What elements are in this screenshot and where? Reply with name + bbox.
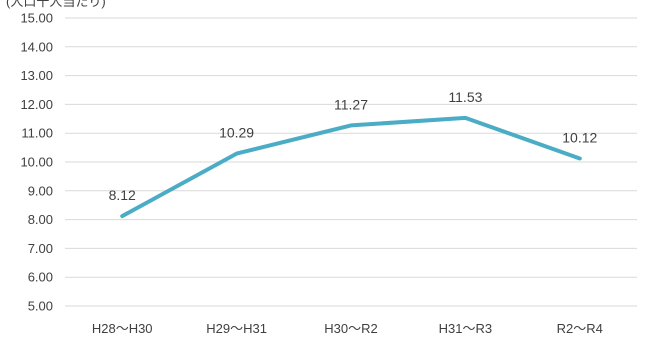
y-tick-label: 10.00: [20, 155, 53, 170]
y-tick-label: 13.00: [20, 68, 53, 83]
data-labels: 8.12 10.29 11.27 11.53 10.12: [109, 89, 598, 203]
y-tick-label: 15.00: [20, 11, 53, 26]
series-line: [120, 115, 582, 219]
y-tick-label: 5.00: [28, 299, 53, 314]
y-axis-unit-label: (人口千人当たり): [6, 0, 106, 9]
x-tick-label: H30～R2: [324, 321, 377, 336]
y-axis-ticks: 5.00 6.00 7.00 8.00 9.00 10.00 11.00 12.00 13.00…: [20, 11, 53, 314]
gridlines: [65, 17, 637, 307]
y-tick-label: 9.00: [28, 183, 53, 198]
x-tick-label: H29～H31: [206, 321, 267, 336]
data-label: 11.27: [334, 96, 368, 112]
y-tick-label: 7.00: [28, 241, 53, 256]
y-tick-label: 8.00: [28, 212, 53, 227]
x-tick-label: H31～R3: [439, 321, 492, 336]
data-label: 10.12: [562, 130, 597, 146]
x-axis-ticks: H28～H30 H29～H31 H30～R2 H31～R3 R2～R4: [92, 321, 603, 336]
y-tick-label: 11.00: [21, 126, 53, 141]
data-label: 11.53: [448, 89, 482, 105]
y-tick-label: 14.00: [20, 39, 53, 54]
x-tick-label: R2～R4: [557, 321, 603, 336]
series-layer: [120, 115, 582, 219]
y-tick-label: 6.00: [28, 270, 53, 285]
x-tick-label: H28～H30: [92, 321, 153, 336]
data-label: 10.29: [219, 125, 254, 141]
y-tick-label: 12.00: [20, 97, 53, 112]
data-label: 8.12: [109, 187, 136, 203]
